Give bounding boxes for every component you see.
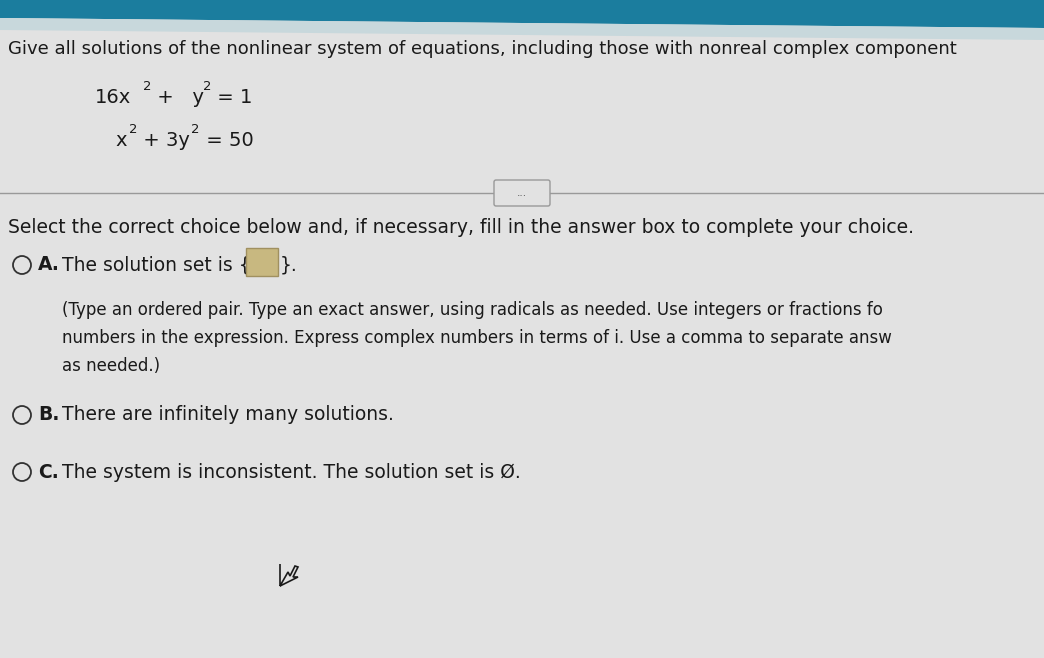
Text: C.: C.: [38, 463, 58, 482]
FancyBboxPatch shape: [246, 248, 278, 276]
Text: (Type an ordered pair. Type an exact answer, using radicals as needed. Use integ: (Type an ordered pair. Type an exact ans…: [62, 301, 883, 319]
Polygon shape: [0, 18, 1044, 40]
Text: = 50: = 50: [200, 131, 254, 150]
Text: numbers in the expression. Express complex numbers in terms of i. Use a comma to: numbers in the expression. Express compl…: [62, 329, 892, 347]
Text: 2: 2: [191, 123, 199, 136]
Text: 2: 2: [203, 80, 212, 93]
Text: B.: B.: [38, 405, 60, 424]
FancyBboxPatch shape: [494, 180, 550, 206]
Text: + 3y: + 3y: [137, 131, 190, 150]
Text: x: x: [115, 131, 126, 150]
Text: The system is inconsistent. The solution set is Ø.: The system is inconsistent. The solution…: [62, 463, 521, 482]
Text: There are infinitely many solutions.: There are infinitely many solutions.: [62, 405, 394, 424]
Text: A.: A.: [38, 255, 60, 274]
Text: 2: 2: [143, 80, 151, 93]
Text: +   y: + y: [151, 88, 204, 107]
Text: The solution set is {: The solution set is {: [62, 255, 251, 274]
Text: 16x: 16x: [95, 88, 132, 107]
Text: ...: ...: [517, 188, 527, 198]
Text: }.: }.: [280, 255, 298, 274]
Text: as needed.): as needed.): [62, 357, 160, 375]
Text: 2: 2: [129, 123, 138, 136]
Text: Select the correct choice below and, if necessary, fill in the answer box to com: Select the correct choice below and, if …: [8, 218, 914, 237]
Text: = 1: = 1: [211, 88, 253, 107]
Polygon shape: [0, 0, 1044, 28]
Text: Give all solutions of the nonlinear system of equations, including those with no: Give all solutions of the nonlinear syst…: [8, 40, 956, 58]
